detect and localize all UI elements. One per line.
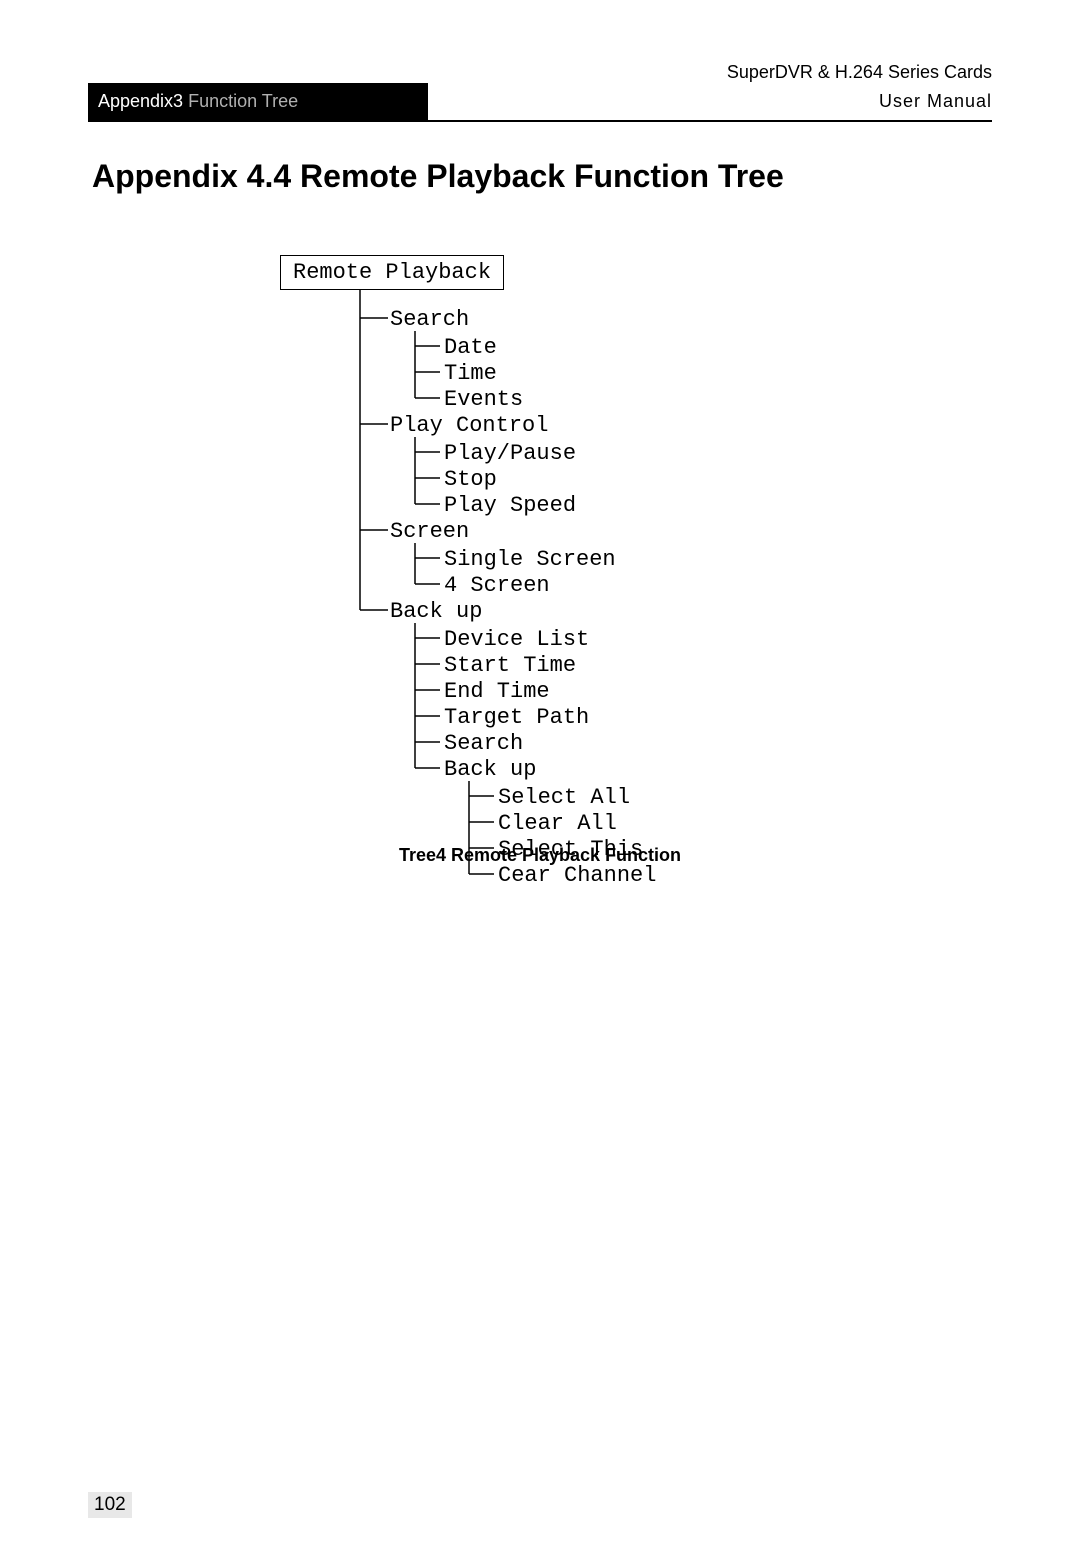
document-page: Appendix3 Function Tree SuperDVR & H.264… [0, 0, 1080, 1566]
tree-node-starttime: Start Time [444, 653, 576, 678]
header-product-line: SuperDVR & H.264 Series Cards [727, 62, 992, 83]
tree-node-targetpath: Target Path [444, 705, 589, 730]
tree-node-single: Single Screen [444, 547, 616, 572]
tree-node-endtime: End Time [444, 679, 550, 704]
tree-node-backup: Back up [390, 599, 482, 624]
header-manual-line: User Manual [727, 91, 992, 112]
tree-node-devlist: Device List [444, 627, 589, 652]
header-left-prefix: Appendix3 [98, 91, 188, 111]
tree-node-date: Date [444, 335, 497, 360]
tree-node-time: Time [444, 361, 497, 386]
tree-node-selectall: Select All [498, 785, 630, 810]
tree-node-backup2: Back up [444, 757, 536, 782]
tree-node-playctrl: Play Control [390, 413, 548, 438]
header-right: SuperDVR & H.264 Series Cards User Manua… [727, 62, 992, 120]
tree-node-four: 4 Screen [444, 573, 550, 598]
tree-node-selectthis: Select This [498, 837, 643, 862]
header-left-suffix: Function Tree [188, 91, 298, 111]
page-title: Appendix 4.4 Remote Playback Function Tr… [92, 158, 992, 195]
tree-node-search: Search [390, 307, 469, 332]
tree-node-events: Events [444, 387, 523, 412]
header-left-tab: Appendix3 Function Tree [88, 83, 428, 120]
tree-node-playpause: Play/Pause [444, 441, 576, 466]
tree-node-screen: Screen [390, 519, 469, 544]
tree-node-playspeed: Play Speed [444, 493, 576, 518]
page-header: Appendix3 Function Tree SuperDVR & H.264… [88, 62, 992, 122]
tree-node-cearch: Cear Channel [498, 863, 656, 888]
page-number: 102 [88, 1492, 132, 1518]
tree-node-stop: Stop [444, 467, 497, 492]
tree-node-search2: Search [444, 731, 523, 756]
tree-node-clearall: Clear All [498, 811, 617, 836]
